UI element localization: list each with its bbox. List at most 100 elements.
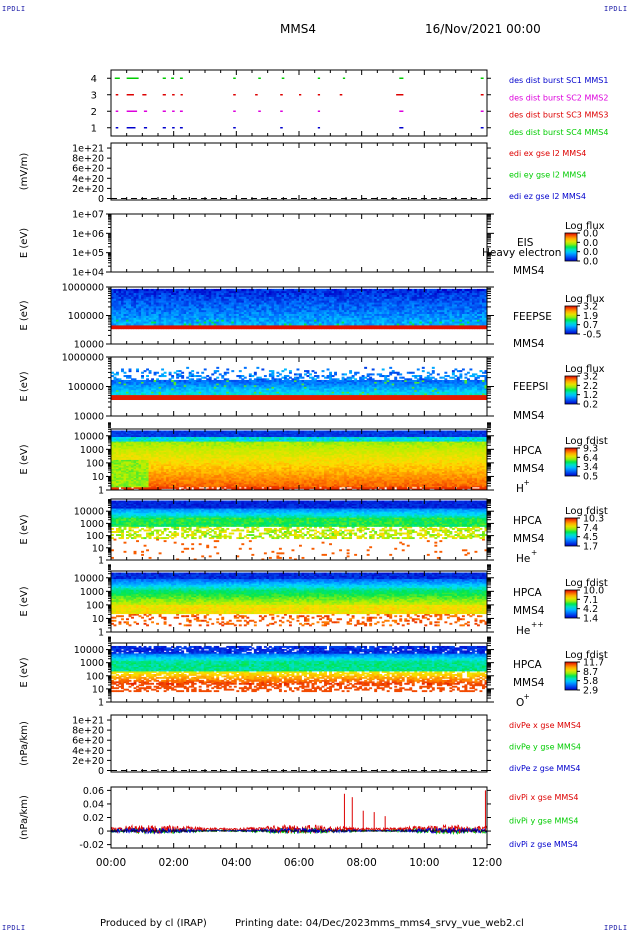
spectrogram-cell [239, 289, 242, 291]
spectrogram-cell [156, 378, 159, 380]
spectrogram-cell [417, 289, 420, 291]
spectrogram-cell [347, 289, 350, 291]
spectrogram-cell [226, 372, 229, 374]
y-tick-label: 6e+20 [72, 736, 104, 747]
spectrogram-cell [349, 289, 352, 291]
spectrogram-cell [179, 289, 182, 291]
spectrogram-cell [404, 289, 407, 291]
spectrogram-cell [474, 289, 477, 291]
y-axis-label: (nPa/km) [19, 721, 30, 766]
spectrogram-cell [171, 380, 174, 382]
spectrogram-cell [276, 289, 279, 291]
spectrogram-cell [234, 380, 237, 382]
spectrogram-cell [284, 368, 287, 370]
legend-entry: des dist burst SC1 MMS1 [509, 76, 608, 85]
spectrogram-cell [309, 377, 312, 379]
spacecraft-label: MMS4 [513, 265, 545, 277]
y-tick-label: 3 [91, 90, 97, 101]
spectrogram-cell [141, 380, 144, 382]
spectrogram-cell [304, 289, 307, 291]
spectrogram-cell [201, 372, 204, 374]
spectrogram-cell [374, 289, 377, 291]
spectrogram-cell [337, 378, 340, 380]
spectrogram-cell [464, 289, 467, 291]
spectrogram-cell [264, 289, 267, 291]
spectrogram-cell [139, 289, 142, 291]
spectrogram-cell [209, 377, 212, 379]
spectrogram-cell [344, 378, 347, 380]
spectrogram-cell [219, 380, 222, 382]
spectrogram-cell [129, 375, 132, 377]
spectrogram-cell [236, 380, 239, 382]
spectrogram-cell [181, 289, 184, 291]
legend-entry: divPe x gse MMS4 [509, 721, 581, 730]
spectrogram-cell [124, 372, 127, 374]
spectrogram-cell [289, 289, 292, 291]
spectrogram-cell [342, 373, 345, 375]
spectrogram-cell [239, 370, 242, 372]
spectrogram-cell [289, 370, 292, 372]
spectrogram-cell [244, 380, 247, 382]
spectrogram-cell [314, 372, 317, 374]
spectrogram-cell [216, 367, 219, 369]
spectrogram-cell [196, 289, 199, 291]
plot-frame [111, 143, 487, 200]
spectrogram-cell [327, 375, 330, 377]
spectrogram-cell [332, 378, 335, 380]
spectrogram-cell [176, 370, 179, 372]
spectrogram-cell [284, 375, 287, 377]
spectrogram-cell [191, 373, 194, 375]
spectrogram-cell [214, 378, 217, 380]
spectrogram-cell [382, 289, 385, 291]
spectrogram-cell [191, 370, 194, 372]
spectrogram-cell [119, 378, 122, 380]
spectrogram-cell [239, 380, 242, 382]
spectrogram-cell [354, 289, 357, 291]
spectrogram-cell [339, 380, 342, 382]
spectrogram-cell [289, 377, 292, 379]
spectrogram-cell [409, 289, 412, 291]
spectrogram-cell [166, 289, 169, 291]
spectrogram-cell [129, 380, 132, 382]
colorbar-tick-label: -0.5 [583, 330, 602, 341]
spectrogram-cell [144, 370, 147, 372]
spectrogram-cell [239, 375, 242, 377]
spacecraft-label: MMS4 [513, 338, 545, 350]
spectrogram-cell [281, 380, 284, 382]
spectrogram-cell [397, 289, 400, 291]
spectrogram-cell [146, 289, 149, 291]
spectrogram-cell [244, 289, 247, 291]
spectrogram-cell [159, 289, 162, 291]
spectrogram-cell [344, 373, 347, 375]
spectrogram-cell [144, 289, 147, 291]
spectrogram-cell [251, 380, 254, 382]
spectrogram-cell [169, 289, 172, 291]
spectrogram-cell [129, 368, 132, 370]
spectrogram-cell [131, 378, 134, 380]
spectrogram-cell [279, 373, 282, 375]
spectrogram-cell [322, 380, 325, 382]
spectrogram-cell [419, 289, 422, 291]
spectrogram-cell [264, 375, 267, 377]
legend-entry: des dist burst SC4 MMS4 [509, 128, 608, 137]
spectrogram-cell [357, 289, 360, 291]
spectrogram-cell [184, 289, 187, 291]
spectrogram-cell [164, 380, 167, 382]
spectrogram-cell [342, 289, 345, 291]
spectrogram-cell [201, 380, 204, 382]
spectrogram-cell [309, 373, 312, 375]
spectrogram-cell [274, 378, 277, 380]
spectrogram-cell [322, 375, 325, 377]
spectrogram-cell [166, 380, 169, 382]
legend-entry: divPe z gse MMS4 [509, 764, 580, 773]
spectrogram-cell [169, 378, 172, 380]
spectrogram-cell [342, 377, 345, 379]
spectrogram-cell [244, 377, 247, 379]
spectrogram-cell [226, 289, 229, 291]
spectrogram-cell [114, 373, 117, 375]
spectrogram-cell [231, 289, 234, 291]
spectrogram-cell [116, 289, 119, 291]
spectrogram-cell [199, 378, 202, 380]
spectrogram-cell [429, 289, 432, 291]
